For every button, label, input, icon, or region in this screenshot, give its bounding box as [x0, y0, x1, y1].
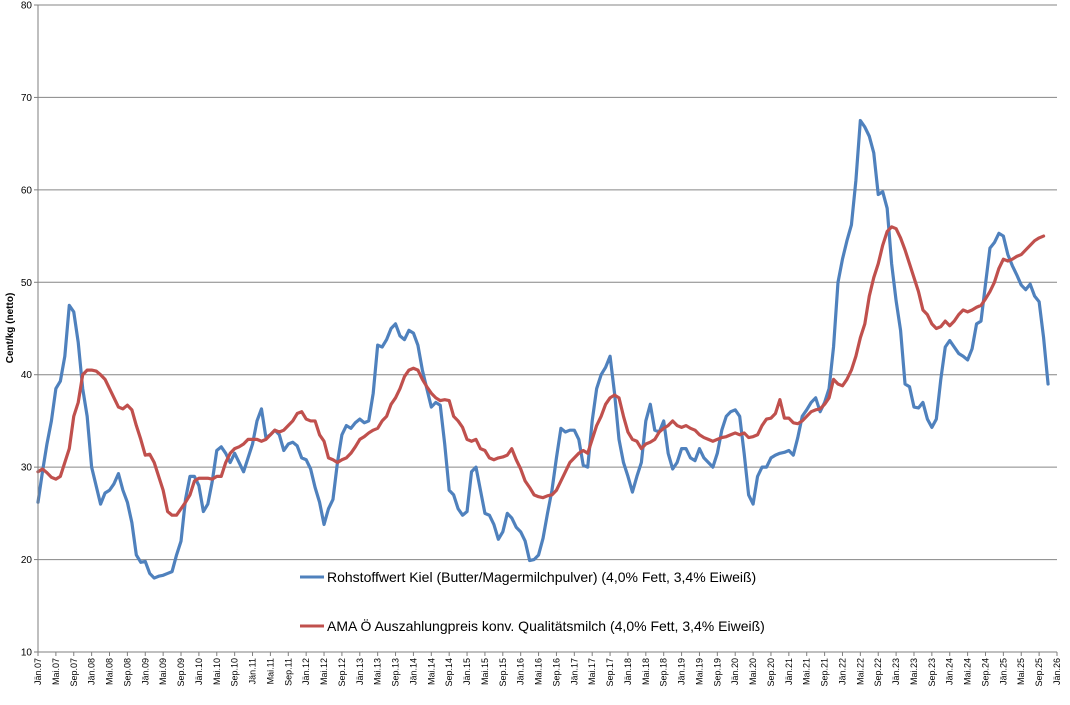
x-tick-label: Sep.21: [820, 658, 830, 687]
x-tick-label: Jän.17: [569, 658, 579, 685]
x-tick-label: Sep.23: [927, 658, 937, 687]
x-tick-label: Mai.17: [587, 658, 597, 685]
x-tick-label: Jän.19: [677, 658, 687, 685]
x-tick-label: Mai.08: [105, 658, 115, 685]
y-axis-label: Cent/kg (netto): [5, 293, 16, 364]
x-tick-label: Mai.07: [51, 658, 61, 685]
x-tick-label: Sep.12: [337, 658, 347, 687]
x-tick-label: Mai.13: [373, 658, 383, 685]
x-tick-label: Jän.16: [516, 658, 526, 685]
legend-label-rohstoffwert: Rohstoffwert Kiel (Butter/Magermilchpulv…: [327, 569, 756, 585]
x-tick-label: Jän.22: [837, 658, 847, 685]
x-tick-label: Sep.09: [176, 658, 186, 687]
x-tick-label: Sep.15: [498, 658, 508, 687]
x-axis-ticks: Jän.07 Mai.07 Sep.07 Jän.08 Mai.08 Sep.08 Jän.…: [33, 652, 1062, 687]
x-tick-label: Sep.14: [444, 658, 454, 687]
x-tick-label: Mai.16: [534, 658, 544, 685]
x-tick-label: Mai.20: [748, 658, 758, 685]
x-tick-label: Mai.23: [909, 658, 919, 685]
x-tick-label: Mai.14: [426, 658, 436, 685]
x-tick-label: Jän.15: [462, 658, 472, 685]
x-tick-label: Jän.26: [1052, 658, 1062, 685]
x-tick-label: Sep.18: [659, 658, 669, 687]
x-tick-label: Jän.25: [998, 658, 1008, 685]
x-tick-label: Jän.20: [730, 658, 740, 685]
x-tick-label: Sep.08: [122, 658, 132, 687]
y-tick-label: 40: [21, 370, 33, 381]
x-tick-label: Jän.24: [945, 658, 955, 685]
x-tick-label: Sep.17: [605, 658, 615, 687]
x-tick-label: Sep.25: [1034, 658, 1044, 687]
x-tick-label: Mai.19: [694, 658, 704, 685]
x-tick-label: Mai.24: [963, 658, 973, 685]
x-tick-label: Jän.10: [194, 658, 204, 685]
y-tick-label: 80: [21, 1, 33, 12]
series-lines: [36, 118, 1050, 580]
y-tick-label: 50: [21, 278, 33, 289]
x-tick-label: Sep.11: [283, 658, 293, 686]
x-tick-label: Sep.07: [69, 658, 79, 687]
x-tick-label: Mai.22: [855, 658, 865, 685]
y-axis-ticks: 10 20 30 40 50 60 70 80: [21, 1, 38, 659]
y-tick-label: 60: [21, 185, 33, 196]
x-tick-label: Jän.07: [33, 658, 43, 685]
x-tick-label: Jän.09: [140, 658, 150, 685]
x-tick-label: Jän.08: [87, 658, 97, 685]
x-tick-label: Sep.10: [230, 658, 240, 687]
series-line-rohstoffwert-kiel: [36, 118, 1050, 580]
x-tick-label: Sep.16: [551, 658, 561, 687]
x-tick-label: Sep.13: [391, 658, 401, 687]
x-tick-label: Mai.12: [319, 658, 329, 685]
y-tick-label: 20: [21, 555, 33, 566]
legend: Rohstoffwert Kiel (Butter/Magermilchpulv…: [300, 569, 765, 634]
x-tick-label: Mai.18: [641, 658, 651, 685]
x-tick-label: Sep.19: [712, 658, 722, 687]
x-tick-label: Mai.09: [158, 658, 168, 685]
x-tick-label: Sep.20: [766, 658, 776, 687]
x-tick-label: Jän.23: [891, 658, 901, 685]
y-tick-label: 30: [21, 463, 33, 474]
y-tick-label: 70: [21, 93, 33, 104]
legend-label-ama: AMA Ö Auszahlungpreis konv. Qualitätsmil…: [327, 617, 765, 634]
x-tick-label: Jän.14: [408, 658, 418, 685]
x-tick-label: Jän.18: [623, 658, 633, 685]
x-tick-label: Jän.13: [355, 658, 365, 685]
x-tick-label: Jän.21: [784, 658, 794, 685]
x-tick-label: Mai.11: [265, 658, 275, 684]
x-tick-label: Mai.25: [1016, 658, 1026, 685]
x-tick-label: Mai.15: [480, 658, 490, 685]
x-tick-label: Sep.22: [873, 658, 883, 687]
x-tick-label: Sep.24: [980, 658, 990, 687]
x-tick-label: Mai.10: [212, 658, 222, 685]
x-tick-label: Jän.12: [301, 658, 311, 685]
y-tick-label: 10: [21, 648, 33, 659]
gridlines: [38, 4, 1057, 561]
series-line-ama-auszahlungspreis: [36, 225, 1046, 517]
x-tick-label: Jän.11: [248, 658, 258, 684]
x-tick-label: Mai.21: [802, 658, 812, 685]
